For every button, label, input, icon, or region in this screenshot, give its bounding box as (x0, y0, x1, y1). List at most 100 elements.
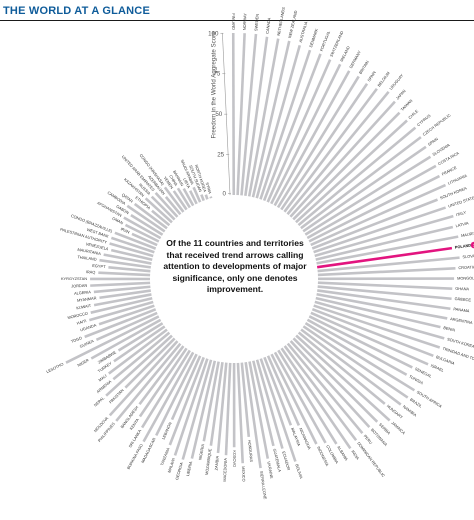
bar-portugal (262, 53, 322, 202)
country-label: HAITI (76, 318, 87, 326)
bar-armenia (112, 331, 171, 381)
country-label: BENIN (443, 325, 456, 333)
country-label: JORDAN (71, 283, 87, 289)
bar-jordan (90, 281, 151, 287)
country-label: SIERRA LEONE (259, 471, 268, 500)
country-label: CHILE (407, 108, 419, 120)
country-label: IRAQ (86, 269, 96, 274)
country-label: TANZANIA (159, 446, 171, 466)
bar-madagascar (155, 353, 198, 437)
bar-germany (273, 70, 351, 207)
bar-honduras (240, 362, 251, 437)
country-label: MALAYSIA (290, 427, 302, 447)
country-label: KYRGYZSTAN (61, 276, 87, 281)
bar-india (280, 347, 352, 450)
bar-tanzania (168, 356, 205, 446)
country-label: LIBYA (182, 177, 191, 189)
bars-layer (65, 32, 460, 469)
bar-thailand (99, 258, 151, 269)
bar-netherlands (247, 38, 280, 197)
bar-south-korea (314, 300, 445, 340)
country-label: DOMINICAN REPUBLIC (356, 441, 386, 478)
bar-croatia (317, 267, 456, 277)
bar-tunisia (306, 318, 408, 376)
country-label: ISRAEL (430, 363, 445, 373)
country-label: PORTUGAL (319, 29, 332, 51)
country-label: LESOTHO (45, 361, 64, 374)
country-label: BELGIUM (376, 71, 391, 88)
bar-lesotho (65, 315, 160, 364)
country-label: SYRIA (205, 182, 213, 195)
bar-ghana (317, 281, 453, 290)
country-label: MAURITIUS (461, 229, 474, 238)
bar-libya (188, 190, 198, 205)
bar-palestinian-authority (109, 242, 154, 258)
bar-myanmar (99, 289, 151, 300)
country-label: MALAWI (166, 457, 176, 473)
country-label: MEXICO (241, 466, 247, 482)
country-label: GREECE (454, 296, 471, 302)
score-axis-tick-label: 75 (213, 71, 220, 78)
bar-new-zealand (251, 40, 291, 198)
header-rule (0, 20, 474, 21)
bar-mauritania (103, 253, 152, 265)
bar-jamaica (295, 334, 391, 422)
country-label: MADAGASCAR (140, 437, 157, 464)
bar-bahrain (182, 187, 195, 207)
bar-cyprus (297, 126, 417, 227)
page-title: THE WORLD AT A GLANCE (3, 5, 150, 17)
bar-china (176, 187, 191, 209)
bar-saudi-arabia (192, 186, 202, 203)
country-label: SWEDEN (253, 14, 260, 32)
bar-colombia (273, 351, 327, 444)
bar-guinea (95, 311, 158, 341)
bar-pakistan (124, 337, 176, 389)
bar-moldova (108, 340, 179, 417)
country-label: GUINEA (79, 338, 95, 349)
bar-nicaragua (266, 355, 301, 426)
bar-lebanon (170, 355, 202, 421)
bar-chile (295, 119, 408, 224)
center-caption: Of the 11 countries and territories that… (163, 238, 307, 294)
bar-south-africa (304, 321, 416, 392)
bar-azerbaijan (164, 196, 182, 216)
bar-nigeria (202, 361, 220, 442)
country-label: BRAZIL (409, 397, 424, 409)
country-label: BRITAIN (358, 59, 370, 75)
bar-kenya (138, 347, 188, 418)
country-label: GEORGIA (174, 461, 184, 480)
bar-malawi (173, 358, 209, 456)
bar-spain (302, 145, 427, 233)
bar-taiwan (292, 111, 401, 221)
bar-latvia (315, 225, 454, 261)
country-label: SPAIN (427, 136, 439, 147)
bar-liberia (190, 360, 217, 459)
score-axis-tick-label: 50 (215, 111, 222, 118)
score-axis-tick-label: 0 (223, 190, 227, 197)
score-axis-label: Freedom in the World Aggregate Score (210, 31, 217, 139)
bar-ethiopia (151, 209, 171, 227)
country-label: NIGERIA (197, 443, 205, 460)
country-label: LIBERIA (185, 460, 193, 476)
country-label: MONGOLIA (457, 276, 474, 281)
country-label: HONDURAS (247, 440, 254, 463)
bar-slovenia (304, 155, 432, 236)
bar-west-bank (110, 236, 155, 254)
bar-iraq (98, 271, 151, 277)
bar-united-states (313, 206, 447, 254)
bar-senegal (308, 315, 413, 369)
bar-turkey (113, 325, 166, 363)
bar-dominican-republic (283, 345, 358, 442)
bar-norway (236, 33, 246, 196)
bar-denmark (259, 49, 312, 200)
bar-lithuania (310, 183, 447, 247)
bar-ukraine (248, 361, 270, 459)
country-label: LATVIA (455, 220, 469, 228)
bar-britain (276, 75, 360, 209)
country-label: MOROCCO (67, 311, 88, 321)
bar-ecuador (255, 359, 284, 449)
bar-france (308, 174, 441, 243)
country-label: MACEDONIA (222, 458, 228, 482)
bar-slovakia (317, 256, 460, 273)
